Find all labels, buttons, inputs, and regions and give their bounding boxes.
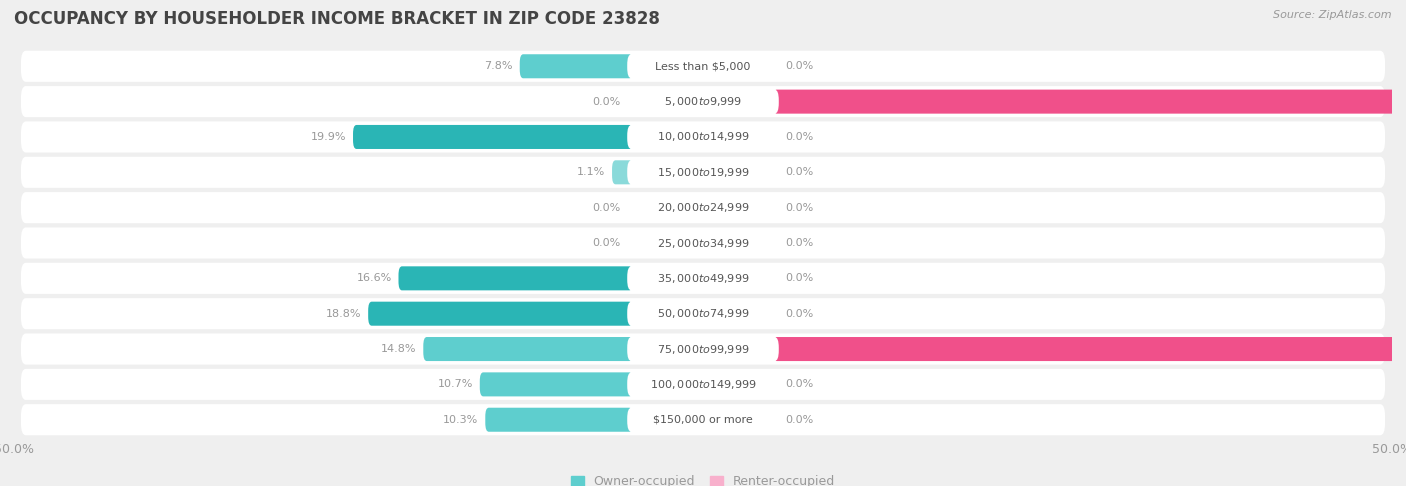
FancyBboxPatch shape xyxy=(353,125,633,149)
Text: 0.0%: 0.0% xyxy=(786,415,814,425)
Text: 1.1%: 1.1% xyxy=(576,167,605,177)
Legend: Owner-occupied, Renter-occupied: Owner-occupied, Renter-occupied xyxy=(567,470,839,486)
Text: $100,000 to $149,999: $100,000 to $149,999 xyxy=(650,378,756,391)
FancyBboxPatch shape xyxy=(21,333,1385,364)
FancyBboxPatch shape xyxy=(21,298,1385,329)
Text: 18.8%: 18.8% xyxy=(326,309,361,319)
Text: $35,000 to $49,999: $35,000 to $49,999 xyxy=(657,272,749,285)
Text: $5,000 to $9,999: $5,000 to $9,999 xyxy=(664,95,742,108)
Text: 0.0%: 0.0% xyxy=(786,132,814,142)
FancyBboxPatch shape xyxy=(627,89,779,114)
FancyBboxPatch shape xyxy=(627,160,779,184)
Text: 0.0%: 0.0% xyxy=(592,97,620,106)
FancyBboxPatch shape xyxy=(368,302,633,326)
FancyBboxPatch shape xyxy=(21,404,1385,435)
FancyBboxPatch shape xyxy=(627,231,779,255)
Text: 0.0%: 0.0% xyxy=(786,61,814,71)
Text: 14.8%: 14.8% xyxy=(381,344,416,354)
FancyBboxPatch shape xyxy=(627,54,779,78)
FancyBboxPatch shape xyxy=(21,263,1385,294)
FancyBboxPatch shape xyxy=(627,196,779,220)
Text: $10,000 to $14,999: $10,000 to $14,999 xyxy=(657,130,749,143)
FancyBboxPatch shape xyxy=(627,408,779,432)
FancyBboxPatch shape xyxy=(520,54,633,78)
Text: 0.0%: 0.0% xyxy=(786,167,814,177)
Text: Source: ZipAtlas.com: Source: ZipAtlas.com xyxy=(1274,10,1392,20)
FancyBboxPatch shape xyxy=(627,372,779,397)
Text: OCCUPANCY BY HOUSEHOLDER INCOME BRACKET IN ZIP CODE 23828: OCCUPANCY BY HOUSEHOLDER INCOME BRACKET … xyxy=(14,10,659,28)
Text: Less than $5,000: Less than $5,000 xyxy=(655,61,751,71)
FancyBboxPatch shape xyxy=(423,337,633,361)
Text: $20,000 to $24,999: $20,000 to $24,999 xyxy=(657,201,749,214)
Text: $150,000 or more: $150,000 or more xyxy=(654,415,752,425)
Text: $25,000 to $34,999: $25,000 to $34,999 xyxy=(657,237,749,249)
FancyBboxPatch shape xyxy=(485,408,633,432)
FancyBboxPatch shape xyxy=(627,302,779,326)
Text: 7.8%: 7.8% xyxy=(484,61,513,71)
FancyBboxPatch shape xyxy=(21,192,1385,223)
FancyBboxPatch shape xyxy=(21,157,1385,188)
FancyBboxPatch shape xyxy=(612,160,633,184)
FancyBboxPatch shape xyxy=(21,86,1385,117)
FancyBboxPatch shape xyxy=(21,369,1385,400)
FancyBboxPatch shape xyxy=(21,122,1385,153)
FancyBboxPatch shape xyxy=(773,89,1406,114)
Text: 16.6%: 16.6% xyxy=(356,273,392,283)
Text: 0.0%: 0.0% xyxy=(592,203,620,213)
Text: $75,000 to $99,999: $75,000 to $99,999 xyxy=(657,343,749,356)
Text: 0.0%: 0.0% xyxy=(786,238,814,248)
FancyBboxPatch shape xyxy=(21,51,1385,82)
FancyBboxPatch shape xyxy=(479,372,633,397)
Text: $15,000 to $19,999: $15,000 to $19,999 xyxy=(657,166,749,179)
Text: 10.7%: 10.7% xyxy=(437,380,472,389)
Text: 0.0%: 0.0% xyxy=(786,273,814,283)
FancyBboxPatch shape xyxy=(398,266,633,290)
Text: 10.3%: 10.3% xyxy=(443,415,478,425)
FancyBboxPatch shape xyxy=(627,337,779,361)
Text: 0.0%: 0.0% xyxy=(786,309,814,319)
Text: $50,000 to $74,999: $50,000 to $74,999 xyxy=(657,307,749,320)
Text: 0.0%: 0.0% xyxy=(786,203,814,213)
FancyBboxPatch shape xyxy=(773,337,1406,361)
FancyBboxPatch shape xyxy=(627,125,779,149)
Text: 0.0%: 0.0% xyxy=(592,238,620,248)
FancyBboxPatch shape xyxy=(21,227,1385,259)
FancyBboxPatch shape xyxy=(627,266,779,290)
Text: 0.0%: 0.0% xyxy=(786,380,814,389)
Text: 19.9%: 19.9% xyxy=(311,132,346,142)
